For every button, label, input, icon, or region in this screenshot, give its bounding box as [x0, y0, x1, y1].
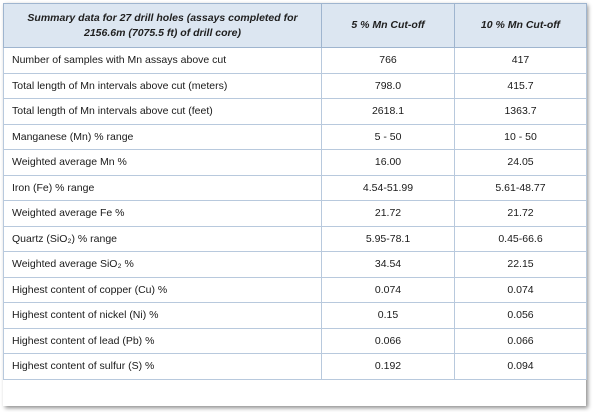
value-5pct: 0.074	[321, 276, 455, 303]
value-5pct: 5.95-78.1	[321, 225, 455, 252]
value-5pct: 0.192	[321, 353, 455, 380]
value-10pct: 0.066	[454, 327, 587, 354]
value-5pct: 5 - 50	[321, 123, 455, 150]
row-label: Weighted average Fe %	[3, 200, 322, 227]
value-10pct: 0.094	[454, 353, 587, 380]
table-row: Highest content of nickel (Ni) % 0.15 0.…	[3, 302, 587, 329]
value-5pct: 4.54-51.99	[321, 174, 455, 201]
header-10pct-cutoff: 10 % Mn Cut-off	[454, 3, 587, 48]
value-10pct: 415.7	[454, 72, 587, 99]
row-label: Total length of Mn intervals above cut (…	[3, 72, 322, 99]
table-row: Highest content of copper (Cu) % 0.074 0…	[3, 276, 587, 303]
value-5pct: 0.066	[321, 327, 455, 354]
row-label: Highest content of nickel (Ni) %	[3, 302, 322, 329]
table-row: Manganese (Mn) % range 5 - 50 10 - 50	[3, 123, 587, 150]
value-10pct: 10 - 50	[454, 123, 587, 150]
drill-summary-table: Summary data for 27 drill holes (assays …	[3, 3, 587, 380]
table-row: Weighted average Mn % 16.00 24.05	[3, 149, 587, 176]
header-summary: Summary data for 27 drill holes (assays …	[3, 3, 322, 48]
value-10pct: 0.056	[454, 302, 587, 329]
table-row: Highest content of sulfur (S) % 0.192 0.…	[3, 353, 587, 380]
row-label: Quartz (SiO₂) % range	[3, 225, 322, 252]
value-10pct: 417	[454, 47, 587, 74]
value-10pct: 21.72	[454, 200, 587, 227]
table-header-row: Summary data for 27 drill holes (assays …	[3, 3, 587, 48]
value-5pct: 34.54	[321, 251, 455, 278]
value-5pct: 2618.1	[321, 98, 455, 125]
table-row: Iron (Fe) % range 4.54-51.99 5.61-48.77	[3, 174, 587, 201]
value-10pct: 24.05	[454, 149, 587, 176]
table-row: Quartz (SiO₂) % range 5.95-78.1 0.45-66.…	[3, 225, 587, 252]
table-row: Total length of Mn intervals above cut (…	[3, 98, 587, 125]
row-label: Weighted average SiO₂ %	[3, 251, 322, 278]
value-10pct: 1363.7	[454, 98, 587, 125]
value-10pct: 22.15	[454, 251, 587, 278]
row-label: Highest content of copper (Cu) %	[3, 276, 322, 303]
value-10pct: 0.45-66.6	[454, 225, 587, 252]
table-row: Number of samples with Mn assays above c…	[3, 47, 587, 74]
row-label: Weighted average Mn %	[3, 149, 322, 176]
row-label: Highest content of sulfur (S) %	[3, 353, 322, 380]
row-label: Number of samples with Mn assays above c…	[3, 47, 322, 74]
table-row: Weighted average SiO₂ % 34.54 22.15	[3, 251, 587, 278]
row-label: Iron (Fe) % range	[3, 174, 322, 201]
row-label: Manganese (Mn) % range	[3, 123, 322, 150]
table-row: Highest content of lead (Pb) % 0.066 0.0…	[3, 327, 587, 354]
value-5pct: 0.15	[321, 302, 455, 329]
value-5pct: 21.72	[321, 200, 455, 227]
row-label: Highest content of lead (Pb) %	[3, 327, 322, 354]
value-5pct: 766	[321, 47, 455, 74]
header-5pct-cutoff: 5 % Mn Cut-off	[321, 3, 455, 48]
value-10pct: 0.074	[454, 276, 587, 303]
value-5pct: 798.0	[321, 72, 455, 99]
table-row: Weighted average Fe % 21.72 21.72	[3, 200, 587, 227]
summary-table-frame: Summary data for 27 drill holes (assays …	[3, 3, 587, 406]
value-10pct: 5.61-48.77	[454, 174, 587, 201]
value-5pct: 16.00	[321, 149, 455, 176]
table-row: Total length of Mn intervals above cut (…	[3, 72, 587, 99]
row-label: Total length of Mn intervals above cut (…	[3, 98, 322, 125]
